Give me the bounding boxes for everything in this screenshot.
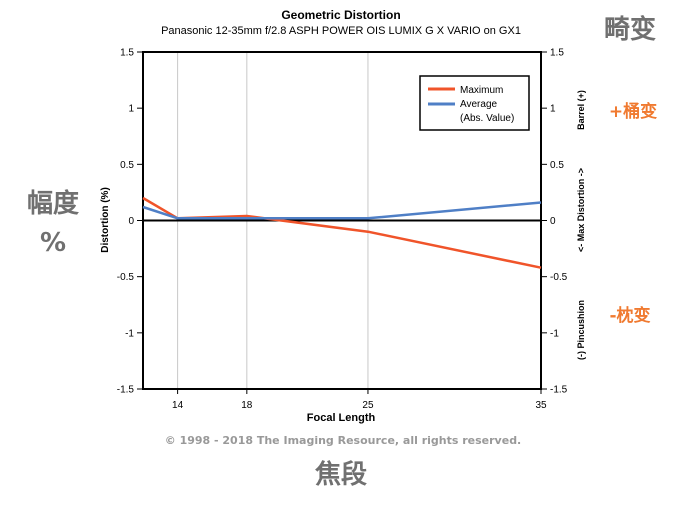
overlay-barrel-label: +桶变 xyxy=(609,101,657,122)
overlay-percent-label: % xyxy=(40,228,66,258)
y-tick-label-right-6: -1.5 xyxy=(550,385,568,396)
x-ticks: 14 18 25 35 xyxy=(172,389,547,411)
x-tick-label-1: 18 xyxy=(241,400,253,411)
y-tick-label-left-6: -1.5 xyxy=(117,385,135,396)
series-lines xyxy=(142,196,542,269)
y-tick-label-right-1: 1 xyxy=(550,104,556,115)
y-tick-label-right-0: 1.5 xyxy=(550,48,564,59)
right-axis-label-max: <- Max Distortion -> xyxy=(576,168,586,252)
y-tick-label-right-3: 0 xyxy=(550,216,556,227)
copyright-notice: © 1998 - 2018 The Imaging Resource, all … xyxy=(165,434,522,447)
legend: Maximum Average (Abs. Value) xyxy=(419,75,530,131)
y-tick-label-right-5: -1 xyxy=(550,328,559,339)
chart-subtitle: Panasonic 12-35mm f/2.8 ASPH POWER OIS L… xyxy=(161,25,521,37)
y-tick-label-left-1: 1 xyxy=(128,104,134,115)
x-tick-label-3: 35 xyxy=(535,400,547,411)
series-line-average xyxy=(142,201,542,220)
overlay-amplitude-label: 幅度 xyxy=(27,188,79,219)
right-y-ticks: 1.5 1 0.5 0 -0.5 -1 -1.5 xyxy=(541,48,568,396)
y-tick-label-right-4: -0.5 xyxy=(550,272,568,283)
legend-sublabel-average: (Abs. Value) xyxy=(460,113,514,124)
right-axis-label-pincushion: (-) Pincushion xyxy=(576,300,586,360)
overlay-pincushion-label: -枕变 xyxy=(609,305,650,326)
legend-label-maximum: Maximum xyxy=(460,85,503,96)
overlay-distortion-label: 畸变 xyxy=(604,14,656,45)
left-y-ticks: 1.5 1 0.5 0 -0.5 -1 -1.5 xyxy=(117,48,143,396)
series-line-maximum xyxy=(142,196,542,269)
y-tick-label-left-0: 1.5 xyxy=(120,48,134,59)
y-tick-label-left-2: 0.5 xyxy=(120,160,134,171)
y-tick-label-left-3: 0 xyxy=(128,216,134,227)
x-tick-label-2: 25 xyxy=(362,400,374,411)
right-axis-label-barrel: Barrel (+) xyxy=(576,90,586,130)
overlay-focal-label: 焦段 xyxy=(315,459,367,490)
y-tick-label-left-4: -0.5 xyxy=(117,272,135,283)
chart-title: Geometric Distortion xyxy=(281,8,400,22)
x-tick-label-0: 14 xyxy=(172,400,184,411)
legend-label-average: Average xyxy=(460,99,498,110)
y-axis-label: Distortion (%) xyxy=(100,187,111,253)
y-tick-label-right-2: 0.5 xyxy=(550,160,564,171)
x-axis-label: Focal Length xyxy=(307,412,376,424)
y-tick-label-left-5: -1 xyxy=(125,328,134,339)
